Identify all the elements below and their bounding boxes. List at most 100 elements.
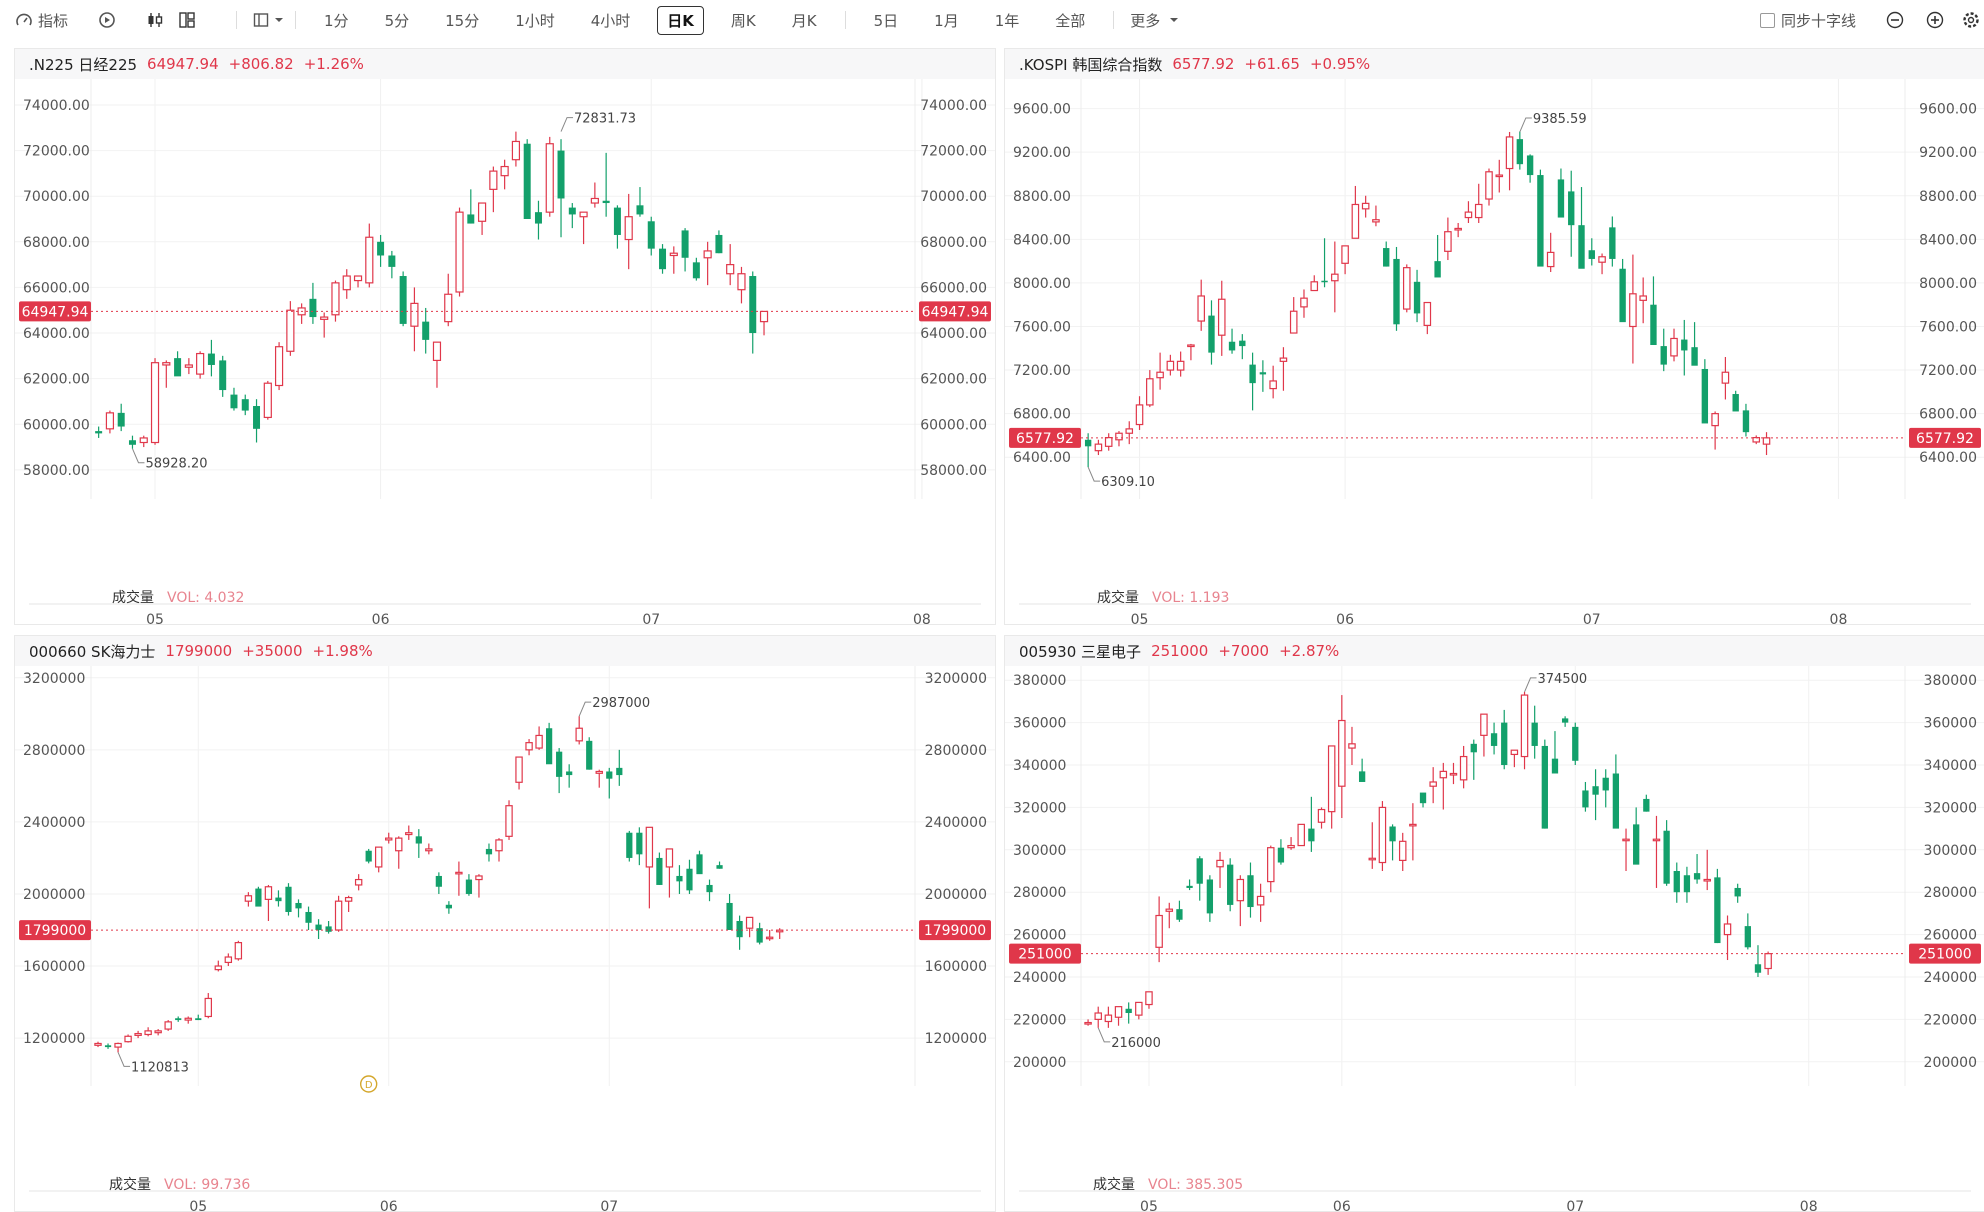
- period-tab-1mo[interactable]: 1月: [934, 11, 959, 30]
- x-tick-label: 08: [1830, 612, 1848, 624]
- zoom-in-button[interactable]: [1926, 11, 1944, 29]
- candle-body-down: [602, 200, 610, 204]
- period-tab-weekly[interactable]: 周K: [730, 11, 756, 30]
- y-tick-label-right: 58000.00: [920, 463, 987, 479]
- indicator-button[interactable]: 指标: [16, 10, 68, 31]
- period-tab-daily[interactable]: 日K: [657, 5, 704, 35]
- period-tab-all[interactable]: 全部: [1055, 11, 1086, 30]
- candle-body-down: [756, 928, 763, 943]
- period-tab-1y[interactable]: 1年: [994, 11, 1020, 30]
- replay-button[interactable]: [98, 11, 116, 29]
- candle-body-down: [388, 255, 396, 267]
- candle-body-up: [1125, 428, 1134, 434]
- sync-crosshair-toggle[interactable]: 同步十字线: [1760, 10, 1856, 31]
- candle-body-down: [95, 431, 103, 434]
- crosshair-checkbox[interactable]: [1760, 12, 1775, 28]
- price-change: +806.82: [228, 55, 294, 73]
- candle-body-down: [1619, 268, 1626, 323]
- candle-body-up: [1348, 743, 1356, 749]
- candlestick-chart[interactable]: 9600.00 9600.00 9200.00 9200.00 8800.00 8800.…: [1005, 79, 1984, 624]
- candle-body-up: [354, 878, 363, 886]
- candlestick-chart[interactable]: 380000 380000 360000 360000 340000 340000 3200…: [1005, 666, 1984, 1211]
- candle-body-up: [1711, 413, 1719, 427]
- candle-body-down: [1578, 225, 1585, 269]
- chevron-down-icon: [275, 18, 284, 22]
- candle-body-up: [105, 412, 115, 430]
- y-tick-label-left: 2400000: [23, 815, 85, 831]
- period-tab-1m[interactable]: 1分: [324, 11, 349, 30]
- candle-body-down: [636, 205, 644, 215]
- candlestick-chart[interactable]: 74000.00 74000.00 72000.00 72000.00 70000.00…: [15, 79, 995, 624]
- low-callout-label: 58928.20: [145, 457, 207, 472]
- candle-body-down: [1588, 250, 1595, 259]
- plot-area: 74000.00 74000.00 72000.00 72000.00 70000.00…: [15, 79, 995, 624]
- candle-body-up: [745, 916, 754, 929]
- y-tick-label-right: 300000: [1924, 843, 1977, 859]
- candle-body-down: [1754, 964, 1762, 973]
- candle-body-up: [432, 341, 442, 362]
- y-tick-label-right: 60000.00: [920, 417, 987, 433]
- candle-body-up: [1155, 914, 1163, 948]
- chart-layout-dropdown[interactable]: [253, 12, 285, 28]
- candle-body-up: [1084, 1021, 1092, 1025]
- chart-panel-samsung: 005930 三星电子 251000 +7000 +2.87% 380000 38…: [1004, 635, 1984, 1212]
- settings-button[interactable]: [1962, 11, 1980, 29]
- y-tick-label-left: 320000: [1013, 800, 1066, 816]
- candle-body-down: [1176, 909, 1183, 920]
- instrument-name: .N225 日经225: [29, 54, 137, 75]
- candle-body-up: [1104, 1014, 1113, 1023]
- gear-icon: [1963, 12, 1979, 28]
- period-tab-15m[interactable]: 15分: [445, 11, 480, 30]
- price-change: +7000: [1218, 642, 1270, 660]
- candle-body-up: [1480, 713, 1488, 736]
- candle-body-down: [647, 221, 655, 249]
- candle-body-down: [659, 248, 667, 270]
- candle-body-down: [1490, 733, 1498, 746]
- crosshair-label: 同步十字线: [1781, 11, 1857, 30]
- candle-body-up: [703, 250, 712, 259]
- candlestick-chart[interactable]: 3200000 3200000 2800000 2800000 2400000 24000…: [15, 666, 995, 1211]
- low-callout-label: 216000: [1111, 1036, 1161, 1051]
- candle-body-down: [1734, 887, 1741, 897]
- candle-body-down: [566, 771, 573, 776]
- candle-body-up: [286, 309, 295, 352]
- period-tab-4h[interactable]: 4小时: [590, 11, 631, 30]
- candle-body-up: [425, 848, 433, 852]
- candle-body-down: [1084, 439, 1092, 447]
- last-price-tag-right-text: 64947.94: [922, 304, 989, 320]
- indicator-label: 指标: [38, 11, 69, 30]
- percent-change: +0.95%: [1309, 55, 1371, 73]
- period-tab-monthly[interactable]: 月K: [791, 11, 817, 30]
- candle-type-button[interactable]: [146, 11, 164, 29]
- layout-button[interactable]: [178, 11, 196, 29]
- chart-panel-kospi: .KOSPI 韩国综合指数 6577.92 +61.65 +0.95% 9600…: [1004, 48, 1984, 625]
- y-tick-label-left: 8000.00: [1013, 276, 1071, 292]
- y-tick-label-right: 7200.00: [1919, 363, 1977, 379]
- candle-body-up: [1721, 371, 1730, 384]
- x-tick-label: 07: [1583, 612, 1601, 624]
- period-tab-5d[interactable]: 5日: [873, 11, 899, 30]
- candle-body-up: [1317, 808, 1326, 823]
- period-tab-1h[interactable]: 1小时: [515, 11, 555, 30]
- candle-body-up: [150, 362, 160, 444]
- candle-body-down: [613, 207, 621, 235]
- y-tick-label-right: 64000.00: [920, 326, 987, 342]
- candle-body-down: [546, 728, 553, 765]
- y-tick-label-right: 6800.00: [1919, 407, 1977, 423]
- more-dropdown[interactable]: 更多: [1130, 10, 1180, 31]
- y-tick-label-left: 7600.00: [1013, 319, 1071, 335]
- last-price-tag-left: [19, 301, 91, 322]
- panel-header: .KOSPI 韩国综合指数 6577.92 +61.65 +0.95%: [1005, 49, 1984, 79]
- candle-body-up: [1622, 838, 1630, 842]
- candle-body-up: [234, 942, 243, 960]
- last-price: 1799000: [165, 642, 233, 660]
- candle-body-down: [726, 902, 733, 930]
- candle-body-up: [1176, 360, 1185, 371]
- candle-body-down: [534, 212, 542, 224]
- candle-body-down: [1206, 879, 1214, 914]
- zoom-out-button[interactable]: [1886, 11, 1904, 29]
- candle-body-up: [645, 826, 654, 868]
- panel-header: .N225 日经225 64947.94 +806.82 +1.26%: [15, 49, 995, 79]
- low-callout-label: 1120813: [131, 1060, 189, 1075]
- period-tab-5m[interactable]: 5分: [384, 11, 410, 30]
